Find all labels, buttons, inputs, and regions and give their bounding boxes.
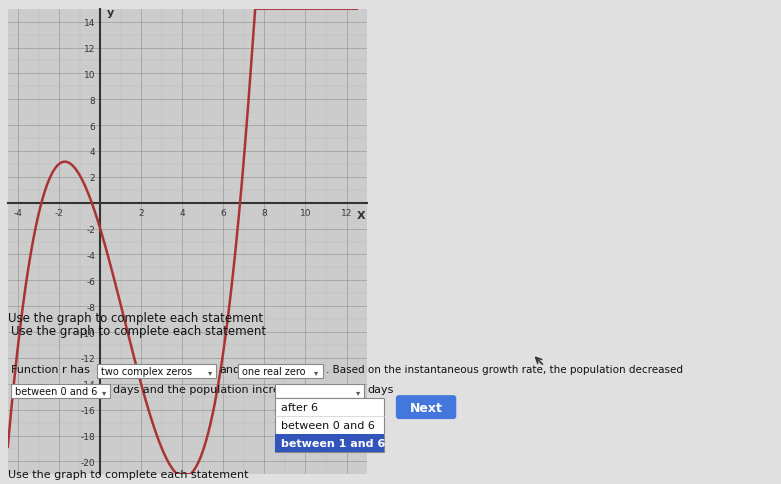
Text: two complex zeros: two complex zeros <box>101 366 192 377</box>
Text: between 0 and 6: between 0 and 6 <box>281 420 375 430</box>
Text: days: days <box>367 384 394 394</box>
Text: ▾: ▾ <box>208 367 212 376</box>
Text: Use the graph to complete each statement: Use the graph to complete each statement <box>8 311 263 324</box>
Text: after 6: after 6 <box>281 402 318 412</box>
Text: ▾: ▾ <box>356 387 360 396</box>
FancyBboxPatch shape <box>396 395 456 419</box>
FancyBboxPatch shape <box>275 398 384 452</box>
Text: between 0 and 6: between 0 and 6 <box>15 386 97 396</box>
Text: X: X <box>357 211 366 221</box>
FancyBboxPatch shape <box>97 364 216 378</box>
Text: ▾: ▾ <box>102 387 105 396</box>
Text: one real zero: one real zero <box>242 366 306 377</box>
Text: Function r has: Function r has <box>11 364 90 375</box>
FancyBboxPatch shape <box>238 364 323 378</box>
Text: Use the graph to complete each statement: Use the graph to complete each statement <box>11 325 266 337</box>
Text: ▾: ▾ <box>315 367 319 376</box>
FancyBboxPatch shape <box>11 384 110 398</box>
Text: and: and <box>219 364 241 375</box>
Text: . Based on the instantaneous growth rate, the population decreased: . Based on the instantaneous growth rate… <box>326 364 683 375</box>
FancyBboxPatch shape <box>275 434 384 452</box>
Text: Next: Next <box>410 401 443 414</box>
Text: Use the graph to complete each statement: Use the graph to complete each statement <box>8 469 248 479</box>
Text: y: y <box>106 8 113 18</box>
Text: days and the population increased: days and the population increased <box>112 384 306 394</box>
FancyBboxPatch shape <box>275 384 364 398</box>
Text: between 1 and 6: between 1 and 6 <box>281 438 385 448</box>
